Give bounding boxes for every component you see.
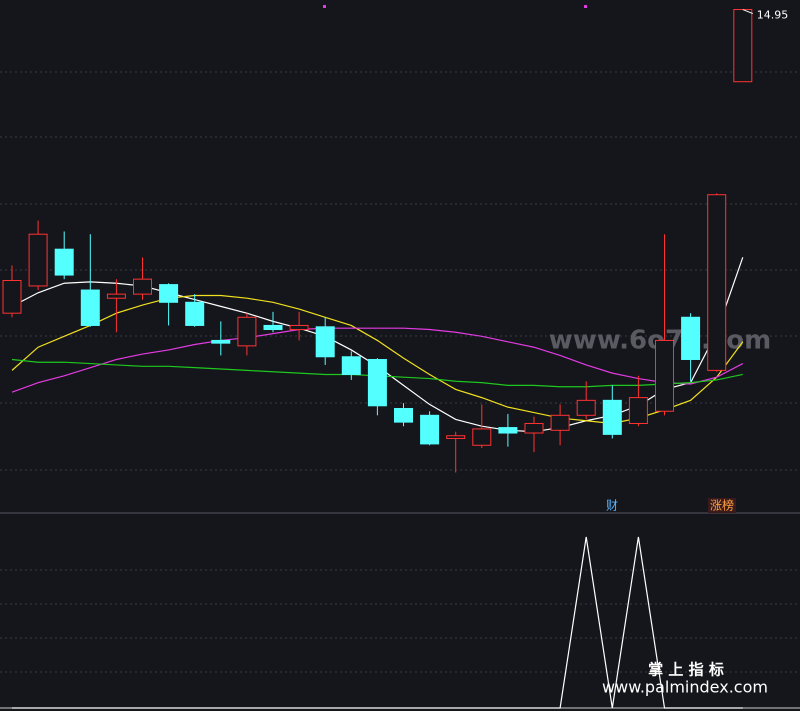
candle-body [159, 284, 179, 303]
high-label: 14.95 [757, 9, 789, 22]
candle-body [446, 435, 466, 439]
annotation-bg [708, 498, 736, 513]
candle-body [602, 399, 622, 435]
candle-body [472, 428, 492, 446]
annotation: 涨榜 [710, 498, 734, 513]
signal-dot [323, 5, 326, 8]
moving-average [11, 327, 744, 393]
candle-body [394, 408, 413, 423]
watermark-url: www.palmindex.com [602, 678, 768, 697]
candle-body [106, 293, 126, 299]
candle-body [54, 248, 74, 276]
signal-dot [584, 5, 587, 8]
candle-body [133, 278, 152, 295]
candle-body [576, 399, 596, 416]
candle-body [707, 194, 727, 371]
candle-body [655, 339, 674, 412]
candle-body [524, 422, 544, 434]
candle-body [733, 9, 753, 83]
candle-body [80, 289, 100, 326]
candle-body [628, 397, 648, 424]
candle-body [237, 316, 257, 347]
candle-body [185, 301, 205, 326]
candle-body [498, 427, 518, 434]
high-pointer [742, 9, 753, 14]
candle-body [367, 358, 387, 407]
candle-body [315, 326, 335, 358]
candle-body [263, 324, 283, 331]
candle-body [28, 233, 48, 287]
watermark-brand: 掌 上 指 标 [648, 661, 724, 679]
candle-body [211, 339, 231, 344]
indicator-line [12, 536, 743, 709]
plot: 14.95 [2, 9, 789, 709]
candle-body [550, 414, 570, 431]
candle-body [681, 316, 701, 360]
grid [0, 5, 800, 709]
candle-body [289, 324, 309, 331]
candle-body [420, 414, 440, 445]
candle-body [2, 280, 22, 314]
annotation: 财 [606, 499, 618, 513]
candle-body [341, 356, 361, 375]
